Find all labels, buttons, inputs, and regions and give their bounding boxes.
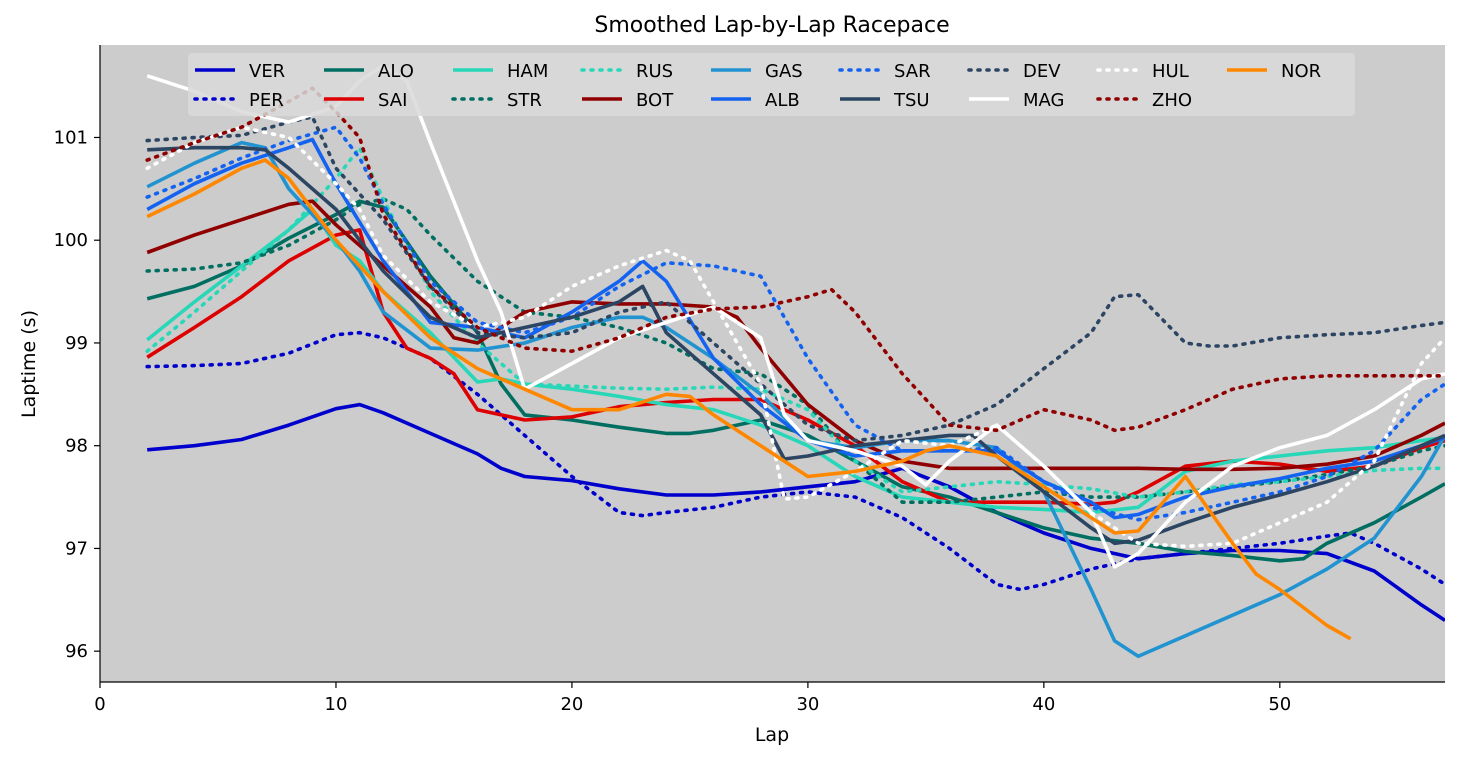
y-ticks: 96 97 98 99 100 101: [54, 127, 100, 662]
legend-label-hul: HUL: [1152, 61, 1189, 82]
x-axis-label: Lap: [755, 724, 789, 746]
y-tick-label: 100: [54, 230, 88, 251]
legend-label-tsu: TSU: [893, 90, 930, 111]
legend-label-sar: SAR: [894, 61, 931, 82]
series-line-dev: [145, 115, 1445, 443]
legend-label-ver: VER: [249, 61, 285, 82]
series-line-nor: [146, 158, 1352, 641]
y-tick-label: 98: [65, 436, 88, 457]
series-line-ver: [147, 402, 1445, 622]
y-axis-label: Laptime (s): [18, 310, 40, 418]
series-line-per: [145, 330, 1445, 592]
legend-label-rus: RUS: [636, 61, 673, 82]
legend-label-sai: SAI: [378, 90, 407, 111]
y-tick-label: 99: [65, 333, 88, 354]
series-line-zho: [145, 86, 1445, 433]
legend-label-gas: GAS: [765, 61, 803, 82]
x-tick-label: 40: [1032, 694, 1055, 715]
y-tick-label: 101: [54, 127, 88, 148]
x-tick-label: 0: [94, 694, 105, 715]
x-tick-label: 10: [325, 694, 348, 715]
legend-label-per: PER: [249, 90, 284, 111]
x-tick-label: 20: [560, 694, 583, 715]
x-ticks: 0 10 20 30 40 50: [94, 682, 1291, 715]
legend: VER PER ALO SAI HAM STR RUS BOT GAS ALB SAR TSU DEV M…: [188, 53, 1355, 116]
chart-title: Smoothed Lap-by-Lap Racepace: [594, 13, 949, 38]
y-tick-label: 96: [65, 641, 88, 662]
legend-label-str: STR: [507, 90, 542, 111]
legend-label-dev: DEV: [1023, 61, 1061, 82]
legend-label-alo: ALO: [378, 61, 414, 82]
legend-label-alb: ALB: [765, 90, 800, 111]
series-layer: [145, 63, 1445, 659]
y-tick-label: 97: [65, 538, 88, 559]
legend-label-nor: NOR: [1281, 61, 1321, 82]
series-line-alb: [146, 137, 1445, 520]
legend-label-mag: MAG: [1023, 90, 1064, 111]
axes-layer: [99, 45, 1445, 683]
x-tick-label: 30: [796, 694, 819, 715]
legend-label-bot: BOT: [636, 90, 674, 111]
legend-label-zho: ZHO: [1152, 90, 1192, 111]
legend-label-ham: HAM: [507, 61, 548, 82]
series-line-tsu: [147, 145, 1445, 546]
x-tick-label: 50: [1268, 694, 1291, 715]
series-line-hul: [145, 125, 1445, 549]
series-line-sar: [145, 125, 1445, 522]
series-line-bot: [146, 199, 1445, 472]
